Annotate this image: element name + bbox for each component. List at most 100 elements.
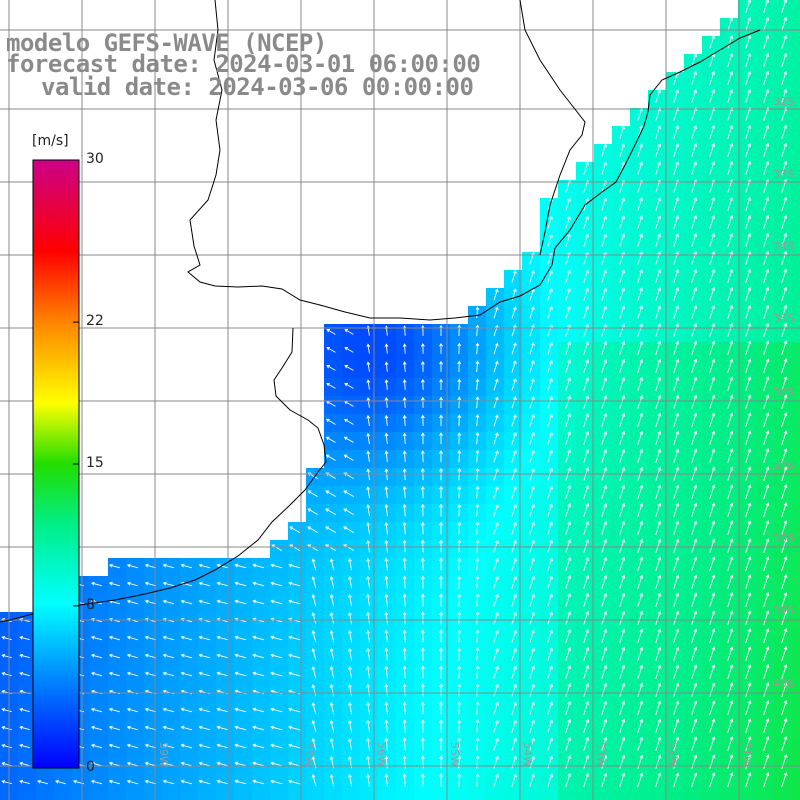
wind-arrow [691,323,698,337]
wind-cell [594,792,613,800]
wind-arrow [307,490,318,497]
wind-arrow [162,671,175,677]
wind-arrow [583,305,589,319]
coastline [0,0,761,623]
wind-arrow [673,556,680,571]
wind-arrow [727,574,734,590]
wind-cell [360,792,379,800]
wind-arrow [493,737,499,751]
wind-arrow [673,143,680,157]
wind-arrow [347,701,353,715]
wind-arrow [384,468,389,481]
wind-arrow [673,233,680,247]
wind-arrow [288,599,301,605]
wind-arrow [311,738,317,751]
wind-arrow [180,599,193,605]
wind-arrow [781,232,788,247]
wind-arrow [457,629,462,643]
wind-arrow [655,628,662,643]
wind-arrow [511,306,517,319]
wind-arrow [457,683,462,697]
wind-arrow [691,592,698,608]
wind-arrow [727,53,734,67]
wind-arrow [288,761,301,767]
wind-arrow [745,700,752,716]
wind-arrow [311,594,317,607]
wind-cell [792,270,800,289]
wind-arrow [126,743,139,749]
wind-arrow [384,575,389,589]
wind-cell [288,792,307,800]
wind-arrow [162,563,175,569]
wind-cell [792,522,800,541]
wind-arrow [529,575,535,589]
wind-arrow [709,430,716,446]
wind-arrow [547,647,553,661]
wind-arrow [307,508,319,515]
wind-arrow [547,683,553,697]
wind-arrow [673,430,680,445]
wind-arrow [511,521,517,535]
wind-arrow [475,629,480,643]
wind-arrow [709,143,716,157]
wind-arrow [347,647,353,661]
wind-arrow [763,574,770,590]
wind-arrow [745,70,752,85]
wind-arrow [547,233,553,247]
wind-arrow [565,449,572,463]
wind-arrow [745,394,752,410]
wind-arrow [601,556,608,571]
wind-arrow [565,682,572,697]
wind-arrow [529,737,535,751]
wind-arrow [439,467,443,481]
wind-arrow [457,701,462,715]
wind-arrow [655,610,662,625]
wind-arrow [583,377,590,391]
wind-arrow [126,653,139,659]
wind-arrow [565,431,572,445]
wind-arrow [252,581,265,587]
wind-arrow [655,323,662,337]
wind-cell [144,792,163,800]
wind-arrow [691,502,698,517]
wind-arrow [329,683,335,697]
wind-arrow [583,538,590,553]
wind-arrow [270,707,283,713]
wind-arrow [727,232,734,247]
colorbar-tick-label: 22 [86,313,104,330]
wind-arrow [727,286,734,301]
wind-arrow [288,581,301,587]
wind-arrow [673,664,680,680]
wind-cell [792,774,800,793]
wind-arrow [655,700,662,715]
wind-arrow [781,556,788,572]
wind-arrow [763,592,770,608]
wind-arrow [619,287,625,301]
wind-arrow [763,268,770,283]
wind-arrow [655,215,662,229]
wind-arrow [781,538,788,554]
wind-arrow [655,556,662,571]
wind-arrow [583,449,590,463]
wind-arrow [601,628,608,643]
wind-arrow [637,574,644,589]
wind-arrow [493,288,499,301]
wind-arrow [366,504,371,517]
wind-arrow [344,365,354,371]
wind-arrow [126,581,139,587]
wind-arrow [198,599,211,605]
wind-arrow [619,682,626,697]
wind-arrow [781,700,788,716]
wind-arrow [439,701,443,715]
wind-arrow [637,233,644,247]
wind-arrow [583,251,589,265]
wind-arrow [745,754,752,770]
wind-arrow [619,628,626,643]
wind-arrow [655,592,662,607]
wind-arrow [727,322,734,337]
wind-arrow [457,575,462,589]
wind-arrow [366,719,371,733]
wind-cell [792,324,800,343]
wind-arrow [384,414,389,426]
wind-arrow [655,430,662,445]
